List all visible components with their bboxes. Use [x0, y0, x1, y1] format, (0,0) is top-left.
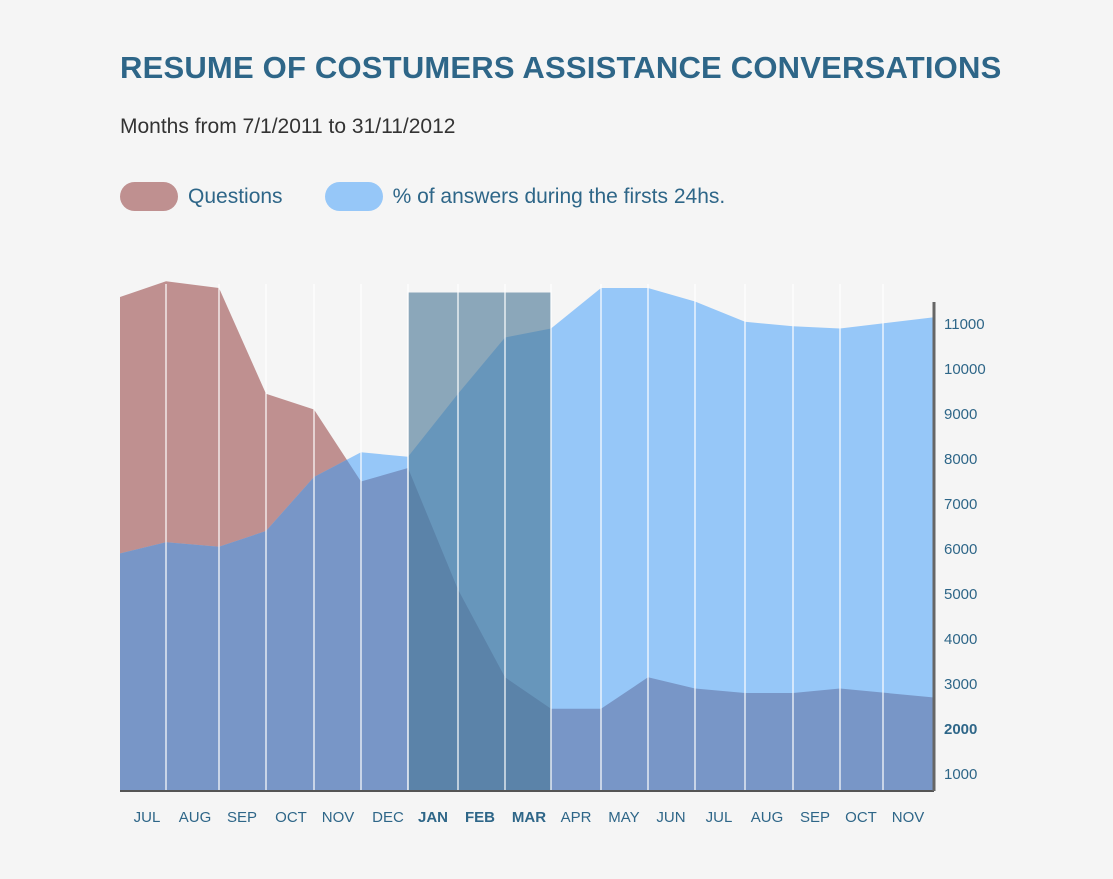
y-tick-label: 11000	[944, 316, 985, 333]
legend-label-questions: Questions	[188, 184, 283, 208]
legend-swatch-questions	[120, 182, 178, 211]
y-tick-label: 8000	[944, 451, 977, 468]
x-tick-label: MAY	[608, 809, 639, 826]
x-tick-label: JAN	[418, 809, 448, 826]
y-tick-label: 10000	[944, 361, 986, 378]
legend-label-answers: % of answers during the firsts 24hs.	[392, 184, 726, 208]
x-tick-label: OCT	[275, 809, 307, 826]
x-tick-label: NOV	[892, 809, 925, 826]
chart-title: RESUME OF COSTUMERS ASSISTANCE CONVERSAT…	[120, 50, 1002, 85]
x-tick-label: JUN	[656, 809, 685, 826]
x-tick-label: AUG	[751, 809, 784, 826]
legend-item-answers: % of answers during the firsts 24hs.	[324, 182, 726, 211]
x-tick-label: MAR	[512, 809, 546, 826]
y-tick-label: 9000	[944, 406, 977, 423]
x-tick-label: JUL	[706, 809, 733, 826]
legend-item-questions: Questions	[120, 182, 283, 211]
x-tick-label: OCT	[845, 809, 877, 826]
y-tick-label: 5000	[944, 586, 977, 603]
x-tick-label: SEP	[227, 809, 257, 826]
chart-legend: Questions % of answers during the firsts…	[120, 182, 767, 211]
highlight-band	[408, 292, 551, 791]
y-tick-label: 3000	[944, 676, 977, 693]
x-tick-label: SEP	[800, 809, 830, 826]
x-tick-label: NOV	[322, 809, 355, 826]
x-tick-label: APR	[561, 809, 592, 826]
y-tick-label: 1000	[944, 766, 977, 783]
y-tick-label: 7000	[944, 496, 977, 513]
chart-subtitle: Months from 7/1/2011 to 31/11/2012	[120, 115, 456, 138]
x-tick-label: JUL	[134, 809, 161, 826]
y-tick-label: 4000	[944, 631, 977, 648]
x-tick-label: AUG	[179, 809, 212, 826]
y-tick-label: 2000	[944, 721, 977, 738]
x-tick-label: FEB	[465, 809, 495, 826]
y-tick-label: 6000	[944, 541, 977, 558]
legend-swatch-answers	[324, 182, 383, 211]
x-tick-label: DEC	[372, 809, 404, 826]
